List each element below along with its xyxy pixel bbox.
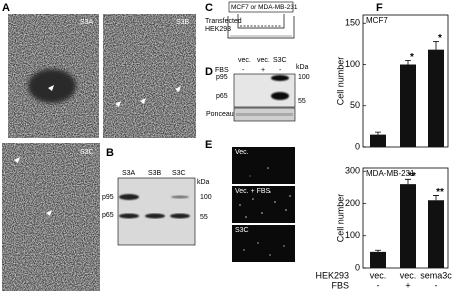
bar <box>370 134 386 147</box>
y-tick-label: 200 <box>345 198 360 208</box>
chart-title: MDA-MB-231 <box>366 169 415 178</box>
western-blot <box>233 73 296 122</box>
fluorescence-image: Vec. + FBS <box>232 186 295 223</box>
image-label: Vec. <box>235 149 249 156</box>
fbs-sign: + <box>261 67 265 74</box>
marker-label: 55 <box>298 98 306 105</box>
fbs-sign: - <box>279 67 282 74</box>
panel-label: E <box>205 139 212 151</box>
y-tick-label: 300 <box>345 166 360 176</box>
error-bar <box>433 195 439 201</box>
fbs-sign: - <box>242 67 245 74</box>
fluorescence-image: S3C <box>232 225 295 262</box>
row-label: HEK293 <box>315 270 349 280</box>
marker-label: 55 <box>200 214 208 221</box>
panel-label: A <box>2 2 10 14</box>
y-axis-label: Cell number <box>335 57 345 106</box>
significance-mark: * <box>438 33 442 44</box>
significance-mark: ** <box>436 187 444 198</box>
error-bar <box>405 178 411 185</box>
y-tick-label: 150 <box>345 18 360 28</box>
micrograph: S3B <box>103 14 196 138</box>
x-tick-label: vec. <box>400 270 417 280</box>
image-label: S3C <box>80 149 94 156</box>
band-label: p65 <box>216 93 228 100</box>
unit-label: kDa <box>197 179 210 186</box>
micrograph: S3C <box>2 143 100 291</box>
x-tick-label: sema3c <box>420 270 452 280</box>
cell-label: MCF7 or MDA-MB-231 <box>231 4 298 11</box>
panel-label: C <box>205 2 213 14</box>
transwell-diagram <box>227 14 295 39</box>
image-label: Vec. + FBS <box>235 188 271 195</box>
band-label: p65 <box>102 212 114 219</box>
y-axis-label: Cell number <box>335 194 345 243</box>
x-tick-label: vec. <box>370 270 387 280</box>
bar <box>428 49 444 147</box>
bar <box>428 200 444 268</box>
band-label: p95 <box>102 194 114 201</box>
lane-label: S3A <box>122 170 136 177</box>
row-label: FBS <box>331 280 349 290</box>
lane-label: S3C <box>172 170 186 177</box>
transfect-label: Transfected <box>205 18 242 25</box>
panel-label: B <box>106 147 114 159</box>
lane-label: S3C <box>273 57 287 64</box>
error-bar <box>375 131 381 135</box>
lane-label: vec. <box>238 57 251 64</box>
chart-title: MCF7 <box>366 16 388 25</box>
band-label: p95 <box>216 74 228 81</box>
error-bar <box>405 59 411 65</box>
title-box <box>364 169 417 178</box>
western-blot <box>117 177 196 246</box>
image-label: S3C <box>235 227 249 234</box>
significance-mark: * <box>410 52 414 63</box>
transfect-label: HEK293 <box>205 26 231 33</box>
error-bar <box>433 41 439 50</box>
title-box <box>364 16 390 25</box>
bar <box>400 184 416 268</box>
error-bar <box>375 249 381 252</box>
bar <box>400 64 416 147</box>
label-box <box>228 1 294 13</box>
fluorescence-image: Vec. <box>232 147 295 184</box>
marker-label: 100 <box>200 194 212 201</box>
image-label: S3A <box>80 19 94 26</box>
fbs-sign: - <box>377 280 380 290</box>
unit-label: kDa <box>296 64 309 71</box>
y-tick-label: 100 <box>345 230 360 240</box>
image-label: S3B <box>176 19 190 26</box>
panel-label: F <box>376 2 383 14</box>
significance-mark: ** <box>408 171 416 182</box>
bar <box>370 251 386 268</box>
lane-label: vec. <box>257 57 270 64</box>
lane-label: S3B <box>148 170 162 177</box>
panel-label: D <box>205 66 213 78</box>
fbs-sign: + <box>405 280 410 290</box>
marker-label: 100 <box>298 74 310 81</box>
micrograph: S3A <box>8 14 99 138</box>
y-tick-label: 0 <box>355 262 360 272</box>
row-label: FBS <box>215 67 229 74</box>
stain-label: Ponceau <box>206 111 234 118</box>
fbs-sign: - <box>435 280 438 290</box>
y-tick-label: 50 <box>350 100 360 110</box>
y-tick-label: 100 <box>345 59 360 69</box>
y-tick-label: 0 <box>355 141 360 151</box>
